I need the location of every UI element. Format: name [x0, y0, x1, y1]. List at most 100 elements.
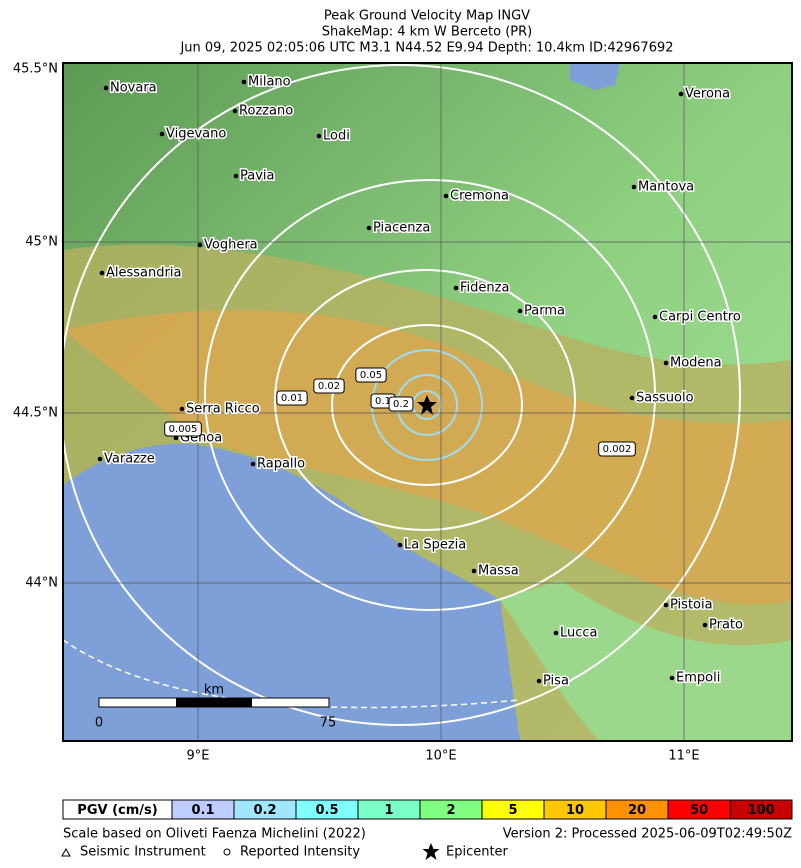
version-note: Version 2: Processed 2025-06-09T02:49:50…	[503, 827, 792, 842]
city-label: Voghera	[204, 238, 258, 253]
instrument-icon	[61, 847, 71, 857]
city-dot	[232, 108, 238, 114]
city-dot	[443, 193, 449, 199]
city-dot	[97, 456, 103, 462]
map-frame	[62, 62, 793, 742]
city-label: Alessandria	[106, 266, 181, 281]
city-label: Novara	[110, 81, 157, 96]
lon-label: 11°E	[668, 749, 699, 764]
city-dot	[366, 225, 372, 231]
city-dot	[471, 568, 477, 574]
legend-value: 2	[446, 803, 455, 818]
legend-value: 0.5	[315, 803, 338, 818]
city-label: Massa	[478, 564, 519, 579]
city-label: Sassuolo	[636, 391, 694, 406]
city-label: Parma	[524, 304, 565, 319]
city-label: Pavia	[240, 169, 275, 184]
scale-bar: km 0 75	[95, 683, 336, 731]
contour-label: 0.01	[281, 393, 303, 404]
lat-label: 45.5°N	[13, 62, 58, 77]
lon-label: 10°E	[425, 749, 456, 764]
contour-label-box	[276, 390, 308, 406]
city-dot	[316, 133, 322, 139]
lat-label: 44.5°N	[13, 406, 58, 421]
city-dot	[179, 406, 185, 412]
city-dot	[678, 91, 684, 97]
epicenter-star	[417, 395, 437, 415]
city-label: Milano	[248, 75, 291, 90]
contour-label-box	[313, 378, 345, 394]
city-dot	[652, 314, 658, 320]
contour-label: 0.002	[603, 444, 632, 455]
city-label: Pistoia	[670, 598, 713, 613]
legend-value: 0.2	[253, 803, 276, 818]
city-dot	[241, 79, 247, 85]
epicenter-label: Epicenter	[446, 845, 509, 860]
map-background	[63, 63, 792, 741]
city-dot	[629, 395, 635, 401]
city-label: Verona	[685, 87, 730, 102]
city-dot	[159, 131, 165, 137]
contour-label: 0.05	[360, 370, 382, 381]
city-dot	[663, 360, 669, 366]
legend-value: 5	[508, 803, 517, 818]
city-label: Varazze	[104, 452, 155, 467]
lon-label: 9°E	[187, 749, 210, 764]
instrument-label: Seismic Instrument	[80, 845, 206, 860]
legend-value: 10	[566, 803, 584, 818]
city-dot	[663, 602, 669, 608]
legend-value: 0.1	[191, 803, 214, 818]
scale-end: 75	[320, 716, 337, 731]
city-dot	[553, 630, 559, 636]
legend-value: 20	[628, 803, 646, 818]
contour-label-box	[388, 396, 414, 412]
city-label: Piacenza	[373, 221, 430, 236]
legend-swatch	[729, 799, 793, 820]
event-info: Jun 09, 2025 02:05:06 UTC M3.1 N44.52 E9…	[179, 41, 673, 56]
contour-label: 0.02	[318, 381, 340, 392]
city-dot	[250, 461, 256, 467]
city-dot	[103, 85, 109, 91]
epicenter-icon	[422, 843, 440, 860]
legend-value: 50	[690, 803, 708, 818]
intensity-label: Reported Intensity	[240, 845, 360, 860]
contour-label-box	[164, 421, 202, 437]
scale-unit: km	[204, 683, 224, 698]
city-label: Vigevano	[166, 127, 226, 142]
source-note: Scale based on Oliveti Faenza Michelini …	[63, 827, 366, 842]
city-dot	[233, 173, 239, 179]
city-dot	[99, 270, 105, 276]
city-label: Lodi	[323, 129, 350, 144]
contour-label: 0.1	[375, 396, 391, 407]
legend-value: 1	[384, 803, 393, 818]
intensity-icon	[223, 848, 231, 856]
city-label: Prato	[709, 618, 743, 633]
city-label: Carpi Centro	[659, 310, 741, 325]
city-dot	[453, 285, 459, 291]
contour-label: 0.005	[169, 424, 198, 435]
contour-label: 0.2	[393, 399, 409, 410]
lat-label: 44°N	[25, 576, 58, 591]
legend-value: 100	[747, 803, 774, 818]
city-label: Cremona	[450, 189, 509, 204]
city-label: Pisa	[543, 674, 569, 689]
city-label: La Spezia	[404, 538, 466, 553]
contour-label-box	[598, 441, 636, 457]
city-label: Fidenza	[460, 281, 509, 296]
city-dot	[702, 622, 708, 628]
city-dot	[669, 675, 675, 681]
city-dot	[536, 678, 542, 684]
city-label: Modena	[670, 356, 722, 371]
scale-start: 0	[95, 716, 103, 731]
city-label: Lucca	[560, 626, 598, 641]
city-label: Empoli	[676, 671, 720, 686]
city-label: Serra Ricco	[186, 402, 260, 417]
title: Peak Ground Velocity Map INGV	[324, 9, 530, 24]
lat-label: 45°N	[25, 235, 58, 250]
city-dot	[517, 308, 523, 314]
city-dot	[397, 542, 403, 548]
city-label: Mantova	[638, 180, 694, 195]
city-dot	[197, 242, 203, 248]
city-label: Rozzano	[239, 104, 293, 119]
contour-label-box	[355, 367, 387, 383]
